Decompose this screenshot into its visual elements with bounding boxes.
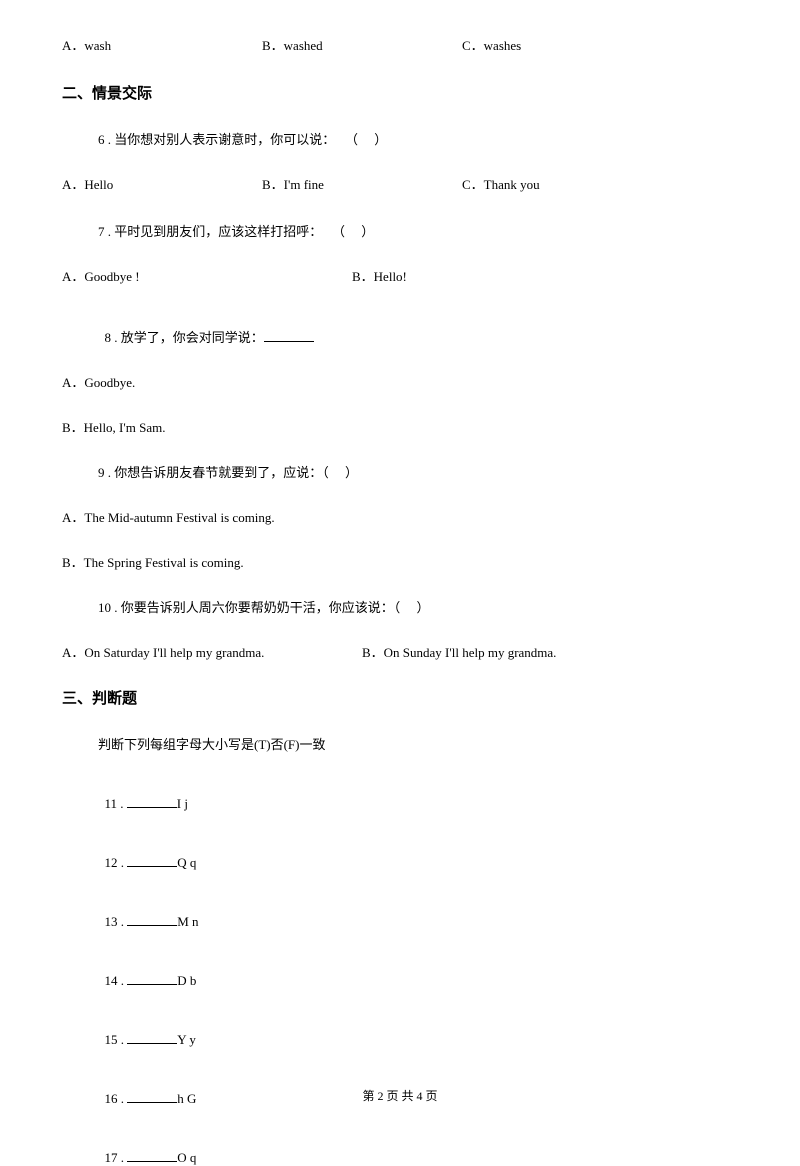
q11: 11 . I j (98, 779, 738, 812)
q5-option-c: C．washes (462, 35, 521, 54)
q10-option-b: B．On Sunday I'll help my grandma. (362, 642, 556, 661)
q10-option-a: A．On Saturday I'll help my grandma. (62, 642, 362, 661)
q12-letters: Q q (177, 855, 196, 870)
q14-num: 14 . (105, 973, 128, 988)
q6-options: A．Hello B．I'm fine C．Thank you (62, 174, 738, 193)
q17: 17 . O q (98, 1133, 738, 1166)
q12: 12 . Q q (98, 838, 738, 871)
q15: 15 . Y y (98, 1015, 738, 1048)
q17-num: 17 . (105, 1150, 128, 1165)
q7-options: A．Goodbye ! B．Hello! (62, 266, 738, 285)
section3-instruction: 判断下列每组字母大小写是(T)否(F)一致 (98, 734, 738, 753)
q11-blank[interactable] (127, 795, 177, 808)
q5-options: A．wash B．washed C．washes (62, 35, 738, 54)
q13-letters: M n (177, 914, 198, 929)
q17-letters: O q (177, 1150, 196, 1165)
q7-option-b: B．Hello! (352, 266, 407, 285)
q15-letters: Y y (177, 1032, 196, 1047)
q9-text: 9 . 你想告诉朋友春节就要到了，应说：（ ） (98, 462, 738, 481)
q13-num: 13 . (105, 914, 128, 929)
q15-blank[interactable] (127, 1031, 177, 1044)
q5-option-b: B．washed (262, 35, 462, 54)
q5-option-a: A．wash (62, 35, 262, 54)
q8-text: 8 . 放学了，你会对同学说： (98, 311, 738, 346)
q6-option-a: A．Hello (62, 174, 262, 193)
q9-option-a: A．The Mid-autumn Festival is coming. (62, 507, 738, 526)
q6-option-b: B．I'm fine (262, 174, 462, 193)
q10-options: A．On Saturday I'll help my grandma. B．On… (62, 642, 738, 661)
q9-option-b: B．The Spring Festival is coming. (62, 552, 738, 571)
q6-option-c: C．Thank you (462, 174, 540, 193)
section3-heading: 三、判断题 (62, 687, 738, 708)
q14-blank[interactable] (127, 972, 177, 985)
q14: 14 . D b (98, 956, 738, 989)
q12-blank[interactable] (127, 854, 177, 867)
q8-blank[interactable] (264, 329, 314, 342)
q7-option-a: A．Goodbye ! (62, 266, 352, 285)
q13-blank[interactable] (127, 913, 177, 926)
q8-option-a: A．Goodbye. (62, 372, 738, 391)
q11-num: 11 . (105, 796, 127, 811)
q6-text: 6 . 当你想对别人表示谢意时，你可以说： （ ） (98, 129, 738, 148)
q13: 13 . M n (98, 897, 738, 930)
q10-text: 10 . 你要告诉别人周六你要帮奶奶干活，你应该说：（ ） (98, 597, 738, 616)
section2-heading: 二、情景交际 (62, 82, 738, 103)
q14-letters: D b (177, 973, 196, 988)
q15-num: 15 . (105, 1032, 128, 1047)
q17-blank[interactable] (127, 1149, 177, 1162)
q11-letters: I j (177, 796, 188, 811)
q7-text: 7 . 平时见到朋友们，应该这样打招呼： （ ） (98, 221, 738, 240)
q12-num: 12 . (105, 855, 128, 870)
page-footer: 第 2 页 共 4 页 (0, 1087, 800, 1104)
q8-option-b: B．Hello, I'm Sam. (62, 417, 738, 436)
q8-text-before: 8 . 放学了，你会对同学说： (105, 330, 264, 345)
